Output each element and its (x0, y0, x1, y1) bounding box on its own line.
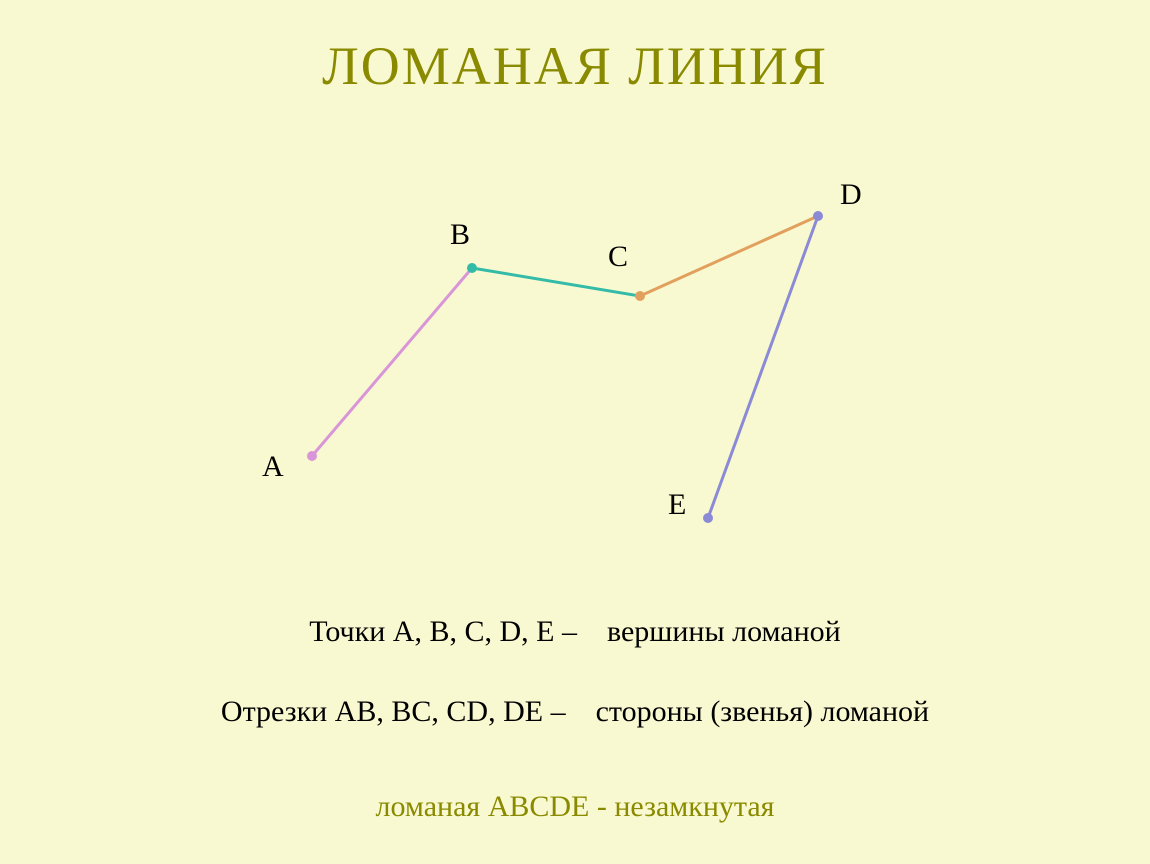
segments-label: стороны (звенья) ломаной (596, 695, 930, 729)
segment-AB (312, 268, 472, 456)
page-title: ЛОМАНАЯ ЛИНИЯ (0, 0, 1150, 97)
vertex-label-C: С (608, 240, 628, 274)
vertices-list: Точки А, В, С, D, E – (309, 615, 577, 649)
vertex-label-D: D (840, 178, 862, 212)
segments-list: Отрезки АВ, ВС, CD, DE – (221, 695, 566, 729)
segment-CD (640, 216, 818, 296)
vertex-B (467, 263, 477, 273)
vertex-label-B: В (450, 218, 470, 252)
vertex-C (635, 291, 645, 301)
vertices-description: Точки А, В, С, D, E – вершины ломаной (0, 615, 1150, 649)
segment-DE (708, 216, 818, 518)
vertex-label-E: Е (668, 488, 686, 522)
vertex-E (703, 513, 713, 523)
polyline-diagram: A В С D Е (0, 160, 1150, 560)
polyline-svg (0, 160, 1150, 560)
segments-description: Отрезки АВ, ВС, CD, DE – стороны (звенья… (0, 695, 1150, 729)
vertex-A (307, 451, 317, 461)
vertex-label-A: A (262, 450, 284, 484)
polyline-type-description: ломаная АВСDЕ - незамкнутая (0, 790, 1150, 824)
vertices-label: вершины ломаной (607, 615, 841, 649)
vertex-D (813, 211, 823, 221)
